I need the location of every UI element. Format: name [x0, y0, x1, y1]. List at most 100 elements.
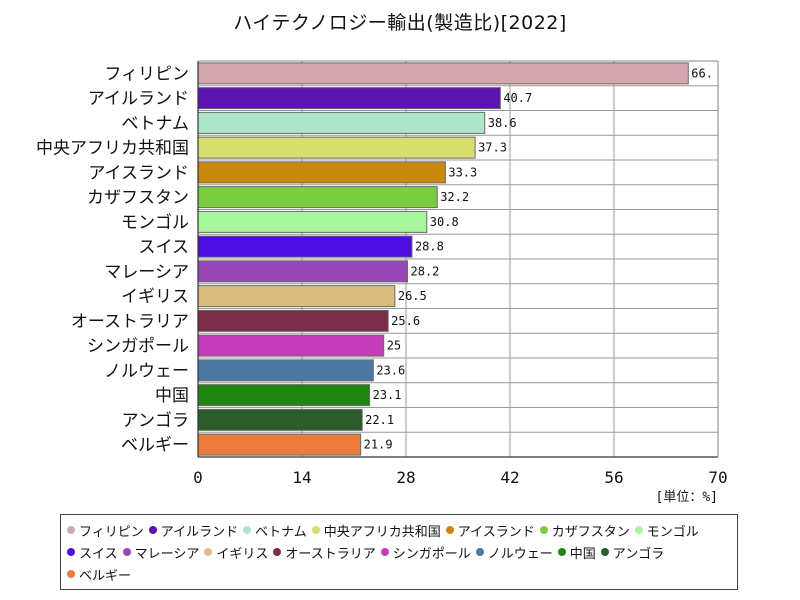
legend-label: ノルウェー: [487, 546, 553, 562]
x-tick-label-0: 0: [193, 468, 203, 487]
legend-label: 中国: [569, 546, 596, 562]
legend-label: マレーシア: [134, 546, 200, 562]
legend-item: ノルウェー: [475, 541, 553, 563]
legend-item: マレーシア: [122, 541, 200, 563]
bar-12: [197, 359, 374, 382]
legend-label: シンガポール: [392, 546, 471, 562]
bar-11: [197, 334, 385, 357]
legend-item: ベルギー: [67, 563, 131, 585]
x-tick-label-2: 28: [396, 468, 415, 487]
bar-2: [197, 111, 486, 134]
bar-5: [197, 186, 438, 209]
category-label-4: アイスランド: [88, 163, 189, 183]
category-label-13: 中国: [155, 386, 189, 406]
category-label-1: アイルランド: [88, 89, 189, 109]
legend-label: ベルギー: [79, 568, 132, 584]
value-label-7: 28.8: [415, 240, 444, 254]
legend-marker: [600, 548, 609, 556]
legend-label: フィリピン: [79, 524, 144, 540]
value-label-3: 37.3: [478, 141, 507, 155]
value-label-8: 28.2: [410, 264, 439, 278]
legend-label: スイス: [79, 546, 118, 562]
unit-label: [単位：%]: [655, 490, 718, 505]
legend-label: アイルランド: [160, 524, 239, 540]
legend-marker: [634, 526, 643, 534]
legend-label: カザフスタン: [551, 524, 630, 540]
legend-marker: [243, 526, 252, 534]
legend-marker: [475, 548, 484, 556]
x-tick-label-5: 70: [708, 468, 727, 487]
legend-marker: [148, 526, 157, 534]
legend-label: ベトナム: [255, 524, 307, 540]
value-label-1: 40.7: [503, 91, 532, 105]
category-label-5: カザフスタン: [87, 188, 189, 208]
legend-marker: [67, 526, 75, 534]
legend-item: 中央アフリカ共和国: [311, 519, 441, 541]
legend-item: イギリス: [204, 541, 268, 563]
legend-marker: [311, 526, 320, 534]
legend-marker: [539, 526, 548, 534]
bar-0: [197, 62, 689, 85]
legend-item: シンガポール: [380, 541, 471, 563]
legend-label: モンゴル: [646, 524, 699, 540]
category-label-3: 中央アフリカ共和国: [36, 139, 189, 159]
legend-item: モンゴル: [634, 519, 699, 541]
legend-item: 中国: [557, 541, 596, 563]
legend-marker: [273, 548, 282, 556]
legend-label: アンゴラ: [612, 546, 665, 562]
value-label-14: 22.1: [365, 413, 394, 427]
bar-13: [197, 384, 371, 407]
legend-marker: [557, 548, 566, 556]
bar-8: [197, 260, 408, 283]
legend-marker: [380, 548, 389, 556]
category-label-12: ノルウェー: [104, 361, 189, 381]
category-label-14: アンゴラ: [122, 410, 189, 431]
legend-item: フィリピン: [67, 519, 144, 541]
legend-item: アンゴラ: [600, 541, 665, 563]
category-label-6: モンゴル: [121, 212, 189, 233]
category-label-2: ベトナム: [122, 114, 190, 134]
legend-marker: [122, 548, 131, 556]
bar-3: [197, 136, 476, 159]
legend-label: イギリス: [216, 546, 269, 562]
value-label-12: 23.6: [376, 363, 405, 377]
category-label-7: スイス: [139, 238, 190, 258]
legend: フィリピン アイルランド ベトナム 中央アフリカ共和国 アイスランド カザフスタン モンゴル…: [60, 514, 738, 590]
legend-item: アイスランド: [445, 519, 535, 541]
legend-marker: [67, 548, 75, 556]
category-label-9: イギリス: [121, 287, 189, 307]
x-tick-label-4: 56: [604, 468, 623, 487]
legend-item: ベトナム: [243, 519, 307, 541]
x-tick-label-3: 42: [500, 468, 519, 487]
value-label-6: 30.8: [430, 215, 459, 229]
legend-marker: [204, 548, 213, 556]
value-label-15: 21.9: [364, 438, 393, 452]
category-label-11: シンガポール: [87, 337, 189, 357]
category-label-15: ベルギー: [121, 436, 189, 456]
bar-9: [197, 285, 396, 308]
bar-15: [197, 433, 362, 456]
x-tick-label-1: 14: [292, 468, 311, 487]
legend-marker: [67, 570, 75, 578]
legend-item: オーストラリア: [273, 541, 376, 563]
category-label-10: オーストラリア: [71, 312, 189, 332]
legend-label: アイスランド: [457, 524, 535, 540]
legend-item: カザフスタン: [539, 519, 630, 541]
bar-14: [197, 408, 363, 431]
legend-item: スイス: [67, 541, 118, 563]
legend-item: アイルランド: [148, 519, 239, 541]
bar-6: [197, 210, 428, 233]
category-label-8: マレーシア: [104, 262, 189, 282]
legend-marker: [445, 526, 454, 534]
value-label-2: 38.6: [488, 116, 517, 130]
value-label-13: 23.1: [373, 388, 402, 402]
value-label-5: 32.2: [440, 190, 469, 204]
legend-label: 中央アフリカ共和国: [323, 524, 441, 540]
bar-10: [197, 309, 389, 332]
bar-7: [197, 235, 413, 258]
value-label-0: 66.: [691, 66, 713, 80]
value-label-11: 25: [387, 339, 401, 353]
bar-1: [197, 87, 501, 110]
value-label-10: 25.6: [391, 314, 420, 328]
